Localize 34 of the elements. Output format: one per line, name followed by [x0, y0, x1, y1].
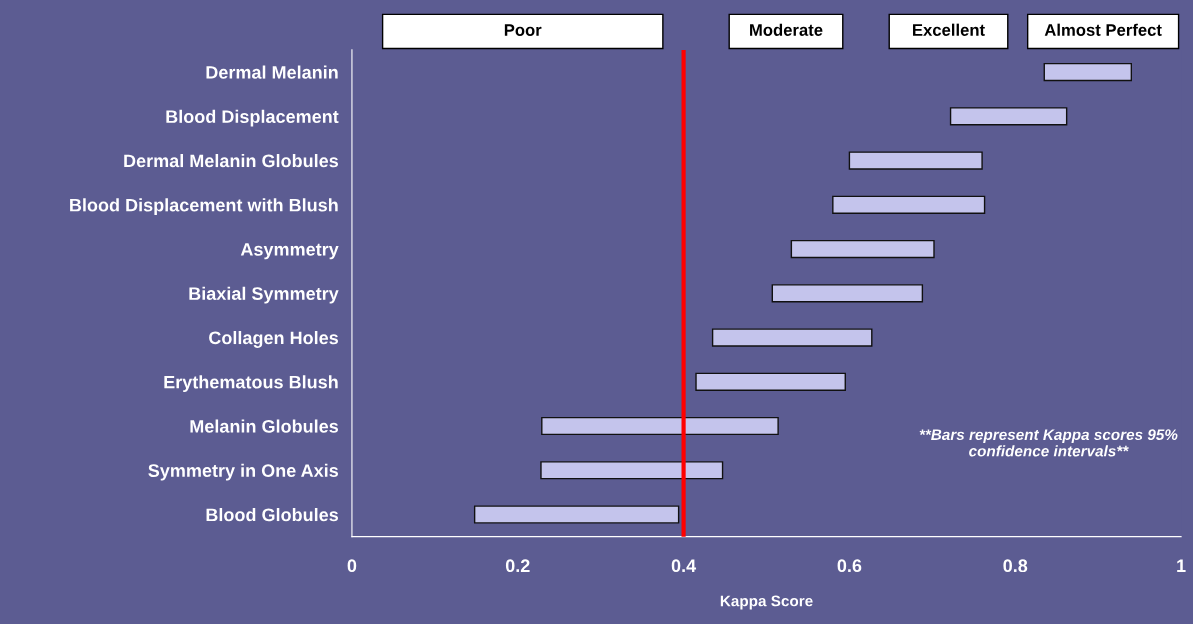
bar — [949, 107, 1068, 126]
y-tick-label: Blood Displacement — [166, 109, 339, 127]
bar — [1043, 62, 1133, 82]
x-tick-label: 0.2 — [505, 559, 530, 573]
y-tick-label: Collagen Holes — [209, 330, 339, 348]
bar — [771, 284, 924, 303]
text: Excellent — [913, 23, 985, 36]
y-tick-label: Dermal Melanin Globules — [124, 154, 339, 168]
bar — [790, 239, 935, 259]
x-tick-label: 1 — [1177, 559, 1186, 572]
bar — [711, 328, 873, 347]
y-tick-label: Asymmetry — [240, 243, 339, 260]
y-tick-label: Blood Globules — [206, 507, 339, 522]
y-tick-label: Symmetry in One Axis — [148, 463, 339, 481]
y-tick-label: Melanin Globules — [190, 419, 339, 433]
bar — [541, 416, 779, 436]
bar — [473, 505, 680, 524]
text: Poor — [504, 24, 542, 36]
y-tick-label: Biaxial Symmetry — [189, 286, 339, 304]
x-tick-label: 0.4 — [671, 559, 697, 573]
text: **Bars represent Kappa scores 95% confidence intervals** — [919, 429, 1178, 457]
x-tick-label: 0 — [347, 559, 357, 573]
text: Almost Perfect — [1044, 23, 1162, 36]
y-tick-label: Blood Displacement with Blush — [70, 198, 338, 216]
bar — [695, 372, 846, 391]
text: Moderate — [750, 23, 823, 36]
bar — [832, 195, 986, 214]
y-tick-label: Dermal Melanin — [206, 65, 338, 79]
x-tick-label: 0.8 — [1003, 559, 1028, 573]
bar — [540, 461, 724, 480]
x-axis-title: Kappa Score — [720, 595, 813, 610]
y-tick-label: Erythematous Blush — [164, 375, 338, 393]
bar — [848, 151, 983, 170]
x-tick-label: 0.6 — [837, 559, 862, 573]
